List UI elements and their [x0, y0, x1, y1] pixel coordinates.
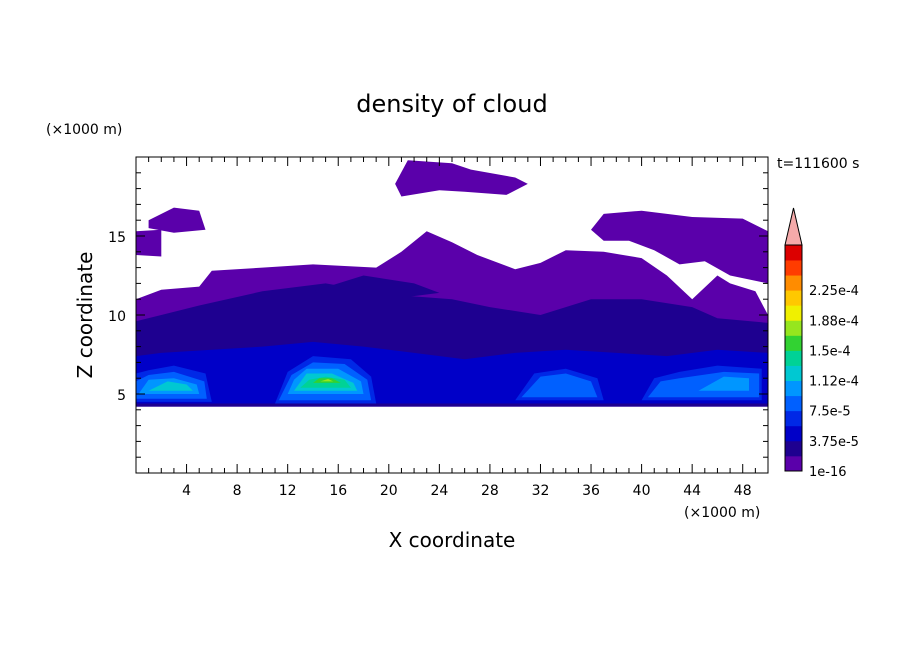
- colorbar-tick-label: 3.75e-5: [809, 435, 859, 450]
- y-axis-label: Z coordinate: [73, 252, 97, 379]
- plot-regions: [136, 160, 768, 407]
- cloud-region-1: [136, 229, 162, 257]
- colorbar-band: [785, 395, 802, 412]
- colorbar-band: [785, 350, 802, 366]
- colorbar-tick-label: 1.88e-4: [809, 314, 859, 329]
- colorbar: 1e-16 3.75e-5 7.5e-5 1.12e-4 1.5e-4 1.88e-4 2.…: [784, 207, 859, 480]
- x-ticks: 4 8 12 16 20 24 28 32 36 40 44 48: [148, 157, 756, 499]
- x-tick-label: 16: [329, 483, 347, 499]
- cloud-region-3: [395, 160, 528, 197]
- cloud-region-18: [698, 376, 749, 391]
- y-tick-label: 10: [108, 309, 126, 325]
- cloud-region-14: [521, 373, 598, 398]
- cloud-region-2: [148, 207, 206, 233]
- cloud-region-4: [591, 210, 768, 284]
- y-tick-label: 15: [108, 230, 126, 246]
- y-unit-label: (×1000 m): [46, 122, 122, 138]
- x-unit-label: (×1000 m): [684, 505, 760, 521]
- x-tick-label: 28: [481, 483, 499, 499]
- x-axis-label: X coordinate: [389, 528, 516, 552]
- colorbar-band: [785, 380, 802, 397]
- x-tick-label: 44: [683, 483, 701, 499]
- cloud-region-6: [313, 275, 440, 300]
- colorbar-band: [785, 320, 802, 336]
- colorbar-band: [785, 335, 802, 351]
- x-tick-label: 8: [233, 483, 242, 499]
- colorbar-band: [785, 455, 802, 472]
- x-tick-label: 20: [380, 483, 398, 499]
- colorbar-tick-label: 2.25e-4: [809, 284, 859, 299]
- chart-title: density of cloud: [356, 90, 547, 118]
- colorbar-tick-label: 7.5e-5: [809, 405, 851, 420]
- cloud-region-23: [320, 379, 334, 382]
- colorbar-band: [785, 245, 802, 261]
- colorbar-band: [785, 275, 802, 291]
- x-tick-label: 36: [582, 483, 600, 499]
- colorbar-tick-label: 1.5e-4: [809, 344, 851, 359]
- colorbar-band: [785, 290, 802, 306]
- colorbar-band: [785, 305, 802, 321]
- colorbar-band: [785, 260, 802, 276]
- x-tick-label: 48: [734, 483, 752, 499]
- x-tick-label: 32: [532, 483, 550, 499]
- time-label: t=111600 s: [777, 156, 859, 172]
- colorbar-band: [785, 440, 802, 457]
- colorbar-band: [785, 365, 802, 381]
- colorbar-band: [785, 410, 802, 427]
- x-tick-label: 24: [430, 483, 448, 499]
- colorbar-frame: [784, 244, 803, 472]
- y-tick-label: 5: [117, 388, 126, 404]
- colorbar-overflow-arrow: [784, 207, 803, 246]
- y-ticks: 5 10 15: [108, 172, 768, 458]
- x-tick-label: 4: [182, 483, 191, 499]
- cloud-region-19: [148, 381, 193, 391]
- x-tick-label: 40: [633, 483, 651, 499]
- colorbar-tick-label: 1e-16: [809, 465, 847, 480]
- x-tick-label: 12: [279, 483, 297, 499]
- colorbar-tick-label: 1.12e-4: [809, 375, 859, 390]
- colorbar-band: [785, 425, 802, 442]
